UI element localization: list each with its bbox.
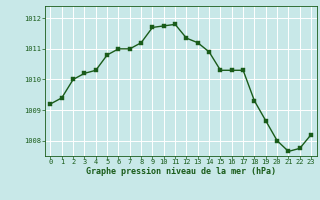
X-axis label: Graphe pression niveau de la mer (hPa): Graphe pression niveau de la mer (hPa)	[86, 167, 276, 176]
